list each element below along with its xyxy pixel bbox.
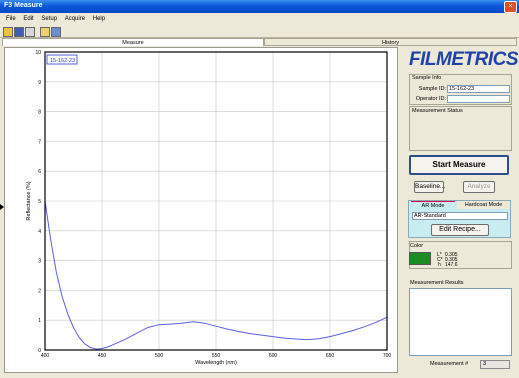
- toolbar: [0, 25, 519, 38]
- y-tick-label: 1: [38, 318, 41, 324]
- measurement-number-label: Measurement #: [430, 361, 469, 367]
- l-label: L*: [437, 252, 442, 258]
- start-measure-button[interactable]: Start Measure: [409, 155, 509, 175]
- copy-icon[interactable]: [40, 27, 50, 37]
- legend-label: 15-162-23: [50, 58, 75, 64]
- l-value: 0.305: [445, 252, 458, 258]
- y-axis-label: Reflectance (%): [26, 181, 32, 220]
- menu-file[interactable]: File: [6, 16, 16, 22]
- sample-info-group: Sample Info Sample ID: 15-162-23 Operato…: [409, 74, 512, 105]
- measurement-status-group: Measurement Status: [409, 106, 512, 151]
- c-value: 0.305: [445, 257, 458, 263]
- legend-box: 15-162-23: [46, 54, 78, 65]
- y-tick-label: 9: [38, 80, 41, 86]
- menu-help[interactable]: Help: [92, 16, 106, 22]
- y-tick-label: 6: [38, 169, 41, 175]
- menu-bar: File Edit Setup Acquire Help: [0, 13, 519, 25]
- color-swatch: [409, 252, 431, 265]
- menu-setup[interactable]: Setup: [41, 16, 58, 22]
- measurement-results-box: [409, 288, 512, 356]
- sample-id-field[interactable]: 15-162-23: [447, 85, 510, 93]
- color-label: Color: [410, 243, 424, 249]
- edit-recipe-button[interactable]: Edit Recipe...: [431, 224, 489, 236]
- x-tick-label: 400: [41, 353, 50, 359]
- open-icon[interactable]: [3, 27, 13, 37]
- x-tick-label: 650: [326, 353, 335, 359]
- reflectance-line: [44, 200, 388, 350]
- plot-frame: [44, 51, 388, 351]
- analyze-button[interactable]: Analyze: [463, 181, 495, 193]
- menu-edit[interactable]: Edit: [23, 16, 34, 22]
- y-tick-label: 0: [38, 348, 41, 354]
- y-tick-label: 10: [35, 50, 41, 56]
- c-label: C*: [437, 257, 443, 263]
- tab-ar-mode[interactable]: AR Mode: [411, 201, 455, 209]
- ar-mode-panel: AR Mode Hardcoat Mode AR-Standard Edit R…: [408, 200, 511, 238]
- splitter-arrow-icon[interactable]: [0, 204, 4, 210]
- h-label: h: [438, 262, 441, 268]
- y-tick-label: 5: [38, 199, 41, 205]
- title-bar: F3 Measure ×: [0, 0, 519, 13]
- save-icon[interactable]: [14, 27, 24, 37]
- x-axis-label: Wavelength (nm): [195, 360, 237, 366]
- sample-info-label: Sample Info: [412, 75, 442, 81]
- measurement-results-label: Measurement Results: [410, 280, 464, 286]
- operator-id-field[interactable]: [447, 95, 510, 103]
- close-button[interactable]: ×: [504, 1, 517, 13]
- h-value: 147.6: [445, 262, 458, 268]
- x-tick-label: 600: [269, 353, 278, 359]
- settings-icon[interactable]: [51, 27, 61, 37]
- filmetrics-logo: FILMETRICS: [409, 49, 519, 70]
- measurement-number-field: 3: [480, 360, 510, 369]
- tab-hardcoat-mode[interactable]: Hardcoat Mode: [457, 201, 510, 209]
- window-title: F3 Measure: [4, 2, 43, 9]
- chart-panel: 400 450 500 550 600 650 700 0 1 2 3 4 5 6 7 8 9 10 15-162…: [4, 47, 398, 373]
- y-tick-label: 7: [38, 139, 41, 145]
- y-tick-label: 8: [38, 110, 41, 116]
- baseline-button[interactable]: Baseline...: [414, 181, 445, 193]
- tab-strip: Measure History: [0, 38, 519, 46]
- x-tick-label: 550: [212, 353, 221, 359]
- sample-id-label: Sample ID:: [418, 86, 446, 92]
- reflectance-chart: 400 450 500 550 600 650 700 0 1 2 3 4 5 6 7 8 9 10 15-162…: [26, 50, 392, 366]
- tab-history[interactable]: History: [264, 38, 517, 46]
- menu-acquire[interactable]: Acquire: [64, 16, 86, 22]
- y-tick-label: 3: [38, 259, 41, 265]
- x-tick-label: 500: [155, 353, 164, 359]
- tab-measure[interactable]: Measure: [2, 38, 264, 46]
- y-tick-label: 2: [38, 288, 41, 294]
- x-tick-label: 450: [98, 353, 107, 359]
- recipe-field[interactable]: AR-Standard: [412, 212, 508, 220]
- x-tick-label: 700: [383, 353, 392, 359]
- print-icon[interactable]: [25, 27, 35, 37]
- measurement-status-label: Measurement Status: [412, 108, 463, 114]
- operator-id-label: Operator ID:: [415, 96, 446, 102]
- y-tick-label: 4: [38, 229, 41, 235]
